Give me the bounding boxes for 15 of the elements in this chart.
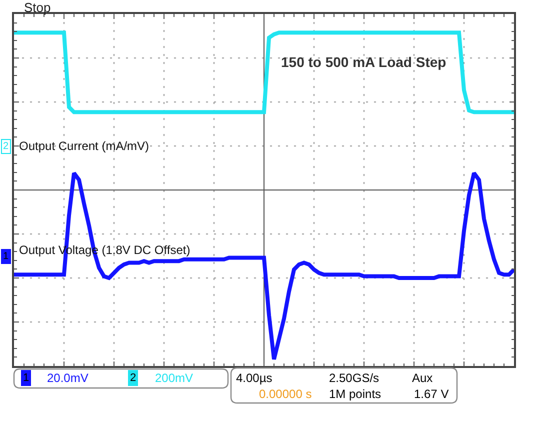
text: 2 [130, 372, 136, 384]
text: 0.00000 s [259, 387, 312, 401]
text: Aux [412, 371, 433, 385]
text: 1 [23, 372, 30, 384]
text: 2 [3, 141, 9, 152]
annotation: 150 to 500 mA Load Step [281, 54, 446, 70]
text: 20.0mV [47, 371, 88, 385]
text: 1M points [329, 387, 382, 401]
text: Stop [24, 0, 51, 15]
text: 200mV [155, 371, 194, 385]
text: 2.50GS/s [329, 371, 380, 385]
text: 4.00µs [236, 371, 272, 385]
text: 1.67 V [414, 387, 449, 401]
text: 1 [3, 251, 9, 262]
text: Output Current (mA/mV) [19, 139, 150, 153]
